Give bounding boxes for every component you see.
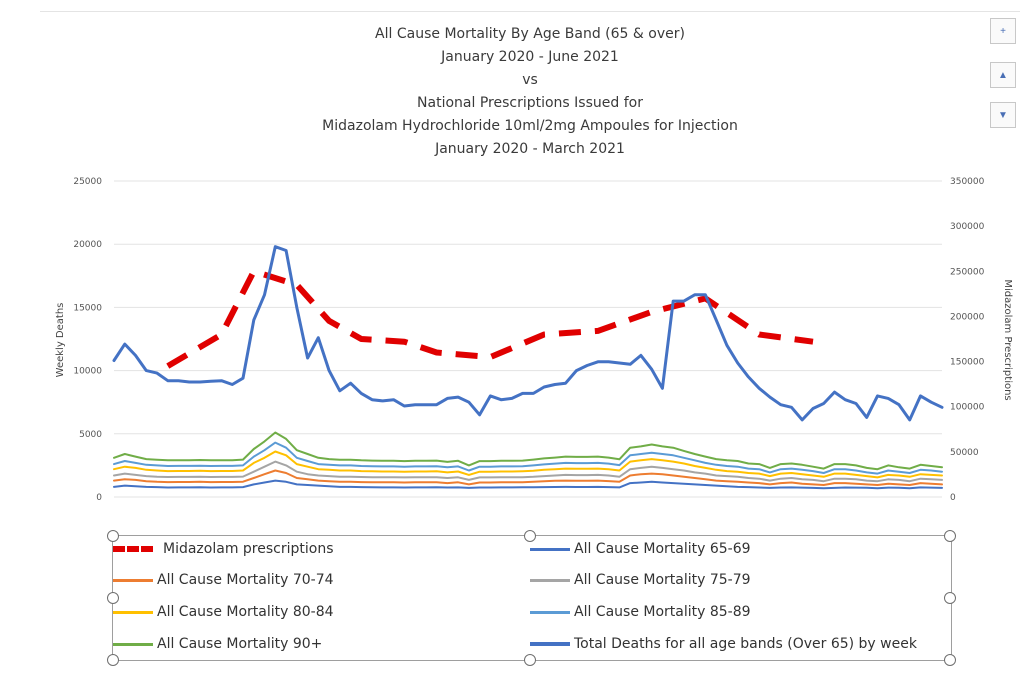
- chart-filters-button[interactable]: ▼: [990, 102, 1016, 128]
- right-tick-label: 250000: [950, 267, 985, 277]
- series-line-2[interactable]: [113, 469, 943, 486]
- legend-item-80-84[interactable]: All Cause Mortality 80-84: [113, 601, 334, 623]
- resize-handle-bottom-middle[interactable]: [524, 654, 536, 666]
- resize-handle-middle-right[interactable]: [944, 592, 956, 604]
- legend-item-midazolam[interactable]: Midazolam prescriptions: [113, 538, 334, 560]
- legend-item-70-74[interactable]: All Cause Mortality 70-74: [113, 569, 334, 591]
- left-axis-ticks: 0 5000 10000 15000 20000 25000: [73, 177, 102, 503]
- resize-handle-bottom-left[interactable]: [107, 654, 119, 666]
- legend-swatch-80-84: [113, 610, 153, 614]
- right-tick-label: 150000: [950, 358, 985, 368]
- legend-swatch-total: [530, 642, 570, 646]
- legend-swatch-85-89: [530, 610, 570, 614]
- right-axis-ticks: 0 50000 100000 150000 200000 250000 300000 3500…: [950, 177, 985, 503]
- right-tick-label: 300000: [950, 222, 985, 232]
- legend-label: All Cause Mortality 75-79: [574, 572, 751, 588]
- legend-label: Midazolam prescriptions: [163, 541, 334, 557]
- series-line-4[interactable]: [113, 450, 943, 479]
- legend-label: All Cause Mortality 80-84: [157, 604, 334, 620]
- brush-icon: ▲: [998, 69, 1008, 81]
- legend-item-65-69[interactable]: All Cause Mortality 65-69: [530, 538, 751, 560]
- title-line-1: All Cause Mortality By Age Band (65 & ov…: [375, 26, 685, 42]
- filter-icon: ▼: [998, 109, 1008, 121]
- series-layer: [112, 245, 944, 490]
- y-axis-left-label: Weekly Deaths: [55, 303, 66, 378]
- resize-handle-top-middle[interactable]: [524, 530, 536, 542]
- gridlines: [114, 180, 942, 498]
- plus-icon: +: [1000, 25, 1006, 37]
- legend-swatch-70-74: [113, 578, 153, 582]
- title-line-3: vs: [522, 72, 538, 88]
- y-axis-right-label: Midazolam Prescriptions: [1002, 279, 1013, 400]
- resize-handle-top-right[interactable]: [944, 530, 956, 542]
- legend-label: All Cause Mortality 65-69: [574, 541, 751, 557]
- right-tick-label: 0: [950, 493, 956, 503]
- legend-label: Total Deaths for all age bands (Over 65)…: [574, 636, 917, 652]
- title-line-5: Midazolam Hydrochloride 10ml/2mg Ampoule…: [322, 118, 738, 134]
- series-line-6[interactable]: [113, 431, 943, 471]
- top-border-line: [40, 11, 1020, 12]
- legend-item-75-79[interactable]: All Cause Mortality 75-79: [530, 569, 751, 591]
- right-tick-label: 100000: [950, 403, 985, 413]
- legend-swatch-midazolam: [113, 546, 153, 552]
- legend-label: All Cause Mortality 70-74: [157, 572, 334, 588]
- legend-swatch-90-plus: [113, 642, 153, 646]
- series-line-3[interactable]: [113, 460, 943, 483]
- chart-plot-area[interactable]: 0 5000 10000 15000 20000 25000 0 50000 100000 15…: [0, 0, 1024, 530]
- title-line-4: National Prescriptions Issued for: [417, 95, 643, 111]
- series-line-1[interactable]: [113, 479, 943, 490]
- right-tick-label: 50000: [950, 448, 979, 458]
- legend-label: All Cause Mortality 85-89: [574, 604, 751, 620]
- left-tick-label: 20000: [73, 240, 102, 250]
- title-line-6: January 2020 - March 2021: [435, 141, 625, 157]
- legend-label: All Cause Mortality 90+: [157, 636, 323, 652]
- legend-item-90-plus[interactable]: All Cause Mortality 90+: [113, 633, 322, 655]
- left-tick-label: 5000: [79, 430, 102, 440]
- resize-handle-top-left[interactable]: [107, 530, 119, 542]
- left-tick-label: 10000: [73, 367, 102, 377]
- resize-handle-bottom-right[interactable]: [944, 654, 956, 666]
- legend-swatch-75-79: [530, 578, 570, 582]
- left-tick-label: 15000: [73, 303, 102, 313]
- legend-item-total[interactable]: Total Deaths for all age bands (Over 65)…: [530, 633, 917, 655]
- left-tick-label: 0: [96, 493, 102, 503]
- legend-swatch-65-69: [530, 547, 570, 551]
- series-line-5[interactable]: [113, 441, 943, 475]
- left-tick-label: 25000: [73, 177, 102, 187]
- right-tick-label: 350000: [950, 177, 985, 187]
- resize-handle-middle-left[interactable]: [107, 592, 119, 604]
- title-line-2: January 2020 - June 2021: [441, 49, 619, 65]
- legend-item-85-89[interactable]: All Cause Mortality 85-89: [530, 601, 751, 623]
- series-line-7[interactable]: [112, 245, 944, 422]
- chart-styles-button[interactable]: ▲: [990, 62, 1016, 88]
- chart-elements-button[interactable]: +: [990, 18, 1016, 44]
- right-tick-label: 200000: [950, 312, 985, 322]
